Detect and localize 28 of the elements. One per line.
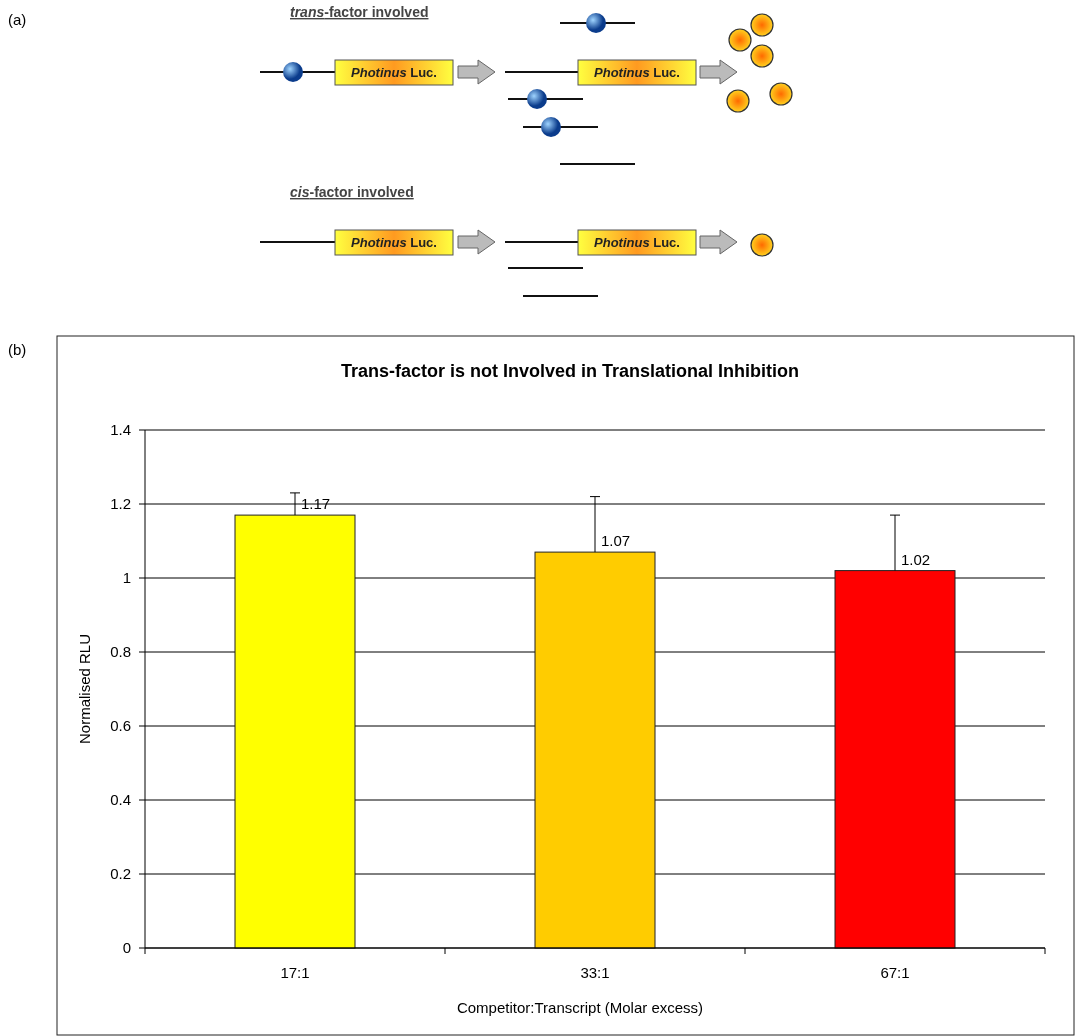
y-tick-label: 0.6 <box>110 717 131 734</box>
text: Photinus Luc. <box>594 235 680 250</box>
data-label: 1.02 <box>901 550 931 568</box>
y-tick-label: 0.8 <box>110 643 131 660</box>
text: Photinus Luc. <box>594 65 680 80</box>
text: trans-factor involved <box>290 4 429 20</box>
text: cis-factor involved <box>290 184 414 200</box>
y-tick-label: 1.4 <box>110 421 131 438</box>
data-label: 1.07 <box>601 532 631 550</box>
x-tick-label: 33:1 <box>580 964 610 981</box>
x-axis-title: Competitor:Transcript (Molar excess) <box>456 999 704 1016</box>
y-axis-title: Normalised RLU <box>76 633 93 745</box>
x-tick-label: 17:1 <box>280 964 310 981</box>
bar <box>534 551 656 949</box>
bar <box>834 570 956 949</box>
text: Photinus Luc. <box>351 65 437 80</box>
y-tick-label: 0 <box>122 939 131 956</box>
chart-title: Trans-factor is not Involved in Translational Inhibition <box>340 361 800 381</box>
y-tick-label: 1.2 <box>110 495 131 512</box>
bar <box>234 514 356 949</box>
text: (b) <box>8 341 27 358</box>
y-tick-label: 0.4 <box>110 791 131 808</box>
text: (a) <box>8 11 27 28</box>
text: Photinus Luc. <box>351 235 437 250</box>
y-tick-label: 1 <box>122 569 131 586</box>
x-tick-label: 67:1 <box>880 964 910 981</box>
y-tick-label: 0.2 <box>110 865 131 882</box>
data-label: 1.17 <box>301 495 331 513</box>
